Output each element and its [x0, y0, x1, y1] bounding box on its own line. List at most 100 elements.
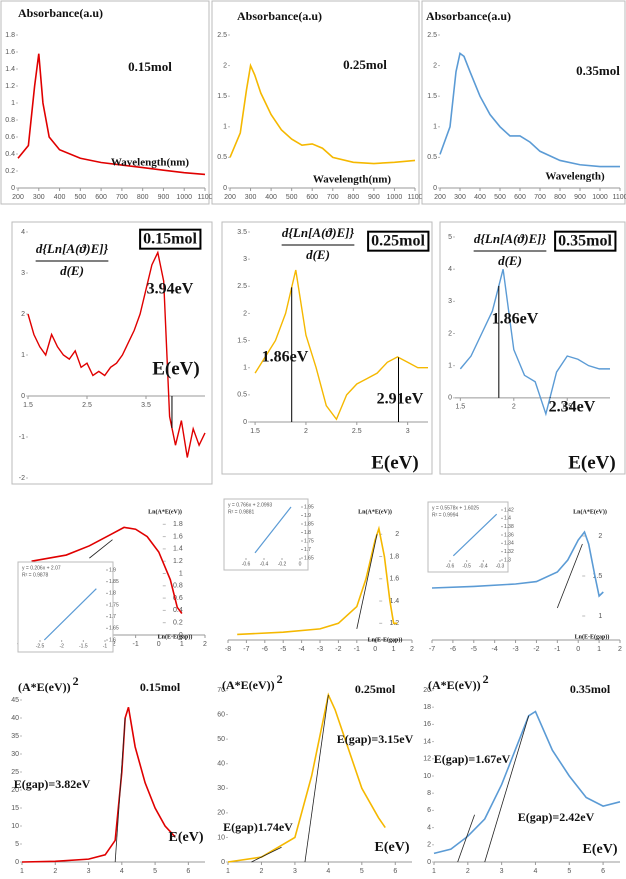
y-tick-label: 0.5: [427, 154, 437, 161]
x-tick-label: 2.5: [562, 404, 572, 411]
inset-y-tick-label: 1.8: [304, 530, 311, 536]
y-tick-label: 1: [223, 124, 227, 131]
data-line: [229, 62, 416, 165]
y-tick-label: 1.8: [173, 521, 183, 528]
inset-y-tick-label: 1.85: [304, 521, 314, 527]
x-tick-label: 900: [574, 194, 586, 201]
annotation: 0.15mol: [143, 231, 197, 248]
x-axis-label: Wavelength(nm): [313, 174, 392, 186]
x-tick-label: 800: [554, 194, 566, 201]
y-tick-label: 1.8: [5, 32, 15, 39]
data-line: [27, 250, 206, 458]
data-line: [431, 530, 604, 598]
x-tick-label: -5: [280, 646, 286, 653]
inset-equation: y = 0.5578x + 1.6025: [432, 505, 479, 511]
panel-frame: [0, 0, 210, 205]
y-tick-label: 0: [223, 185, 227, 192]
y-tick-label: 1.6: [173, 533, 183, 540]
y-tick-label: 0.6: [173, 595, 183, 602]
x-tick-label: 5: [567, 868, 571, 875]
y-tick-label: 1.5: [217, 93, 227, 100]
tangent-line: [304, 694, 329, 863]
x-tick-label: 500: [74, 194, 86, 201]
x-tick-label: 700: [534, 194, 546, 201]
y-tick-label: 1.4: [5, 66, 15, 73]
x-tick-label: 900: [158, 194, 170, 201]
y-tick-label: 0.4: [173, 607, 183, 614]
x-tick-label: 2: [203, 641, 207, 648]
x-tick-label: 1100: [612, 194, 626, 201]
y-tick-label: 0: [427, 859, 431, 866]
annotation: E(gap)1.74eV: [223, 820, 293, 834]
x-axis-label: Ln(E-E(gap)): [158, 633, 193, 640]
y-tick-label: 1: [11, 100, 15, 107]
x-tick-label: 5: [153, 868, 157, 875]
y-tick-label: 0: [221, 859, 225, 866]
y-tick-label: 45: [11, 697, 19, 704]
x-tick-label: 200: [434, 194, 446, 201]
x-tick-label: 2.5: [352, 428, 362, 435]
inset-y-tick-label: 1.42: [504, 507, 514, 513]
y-tick-label: 10: [217, 834, 225, 841]
x-tick-label: 800: [137, 194, 149, 201]
y-tick-label: 0: [15, 859, 19, 866]
x-tick-label: -1: [354, 646, 360, 653]
x-tick-label: 700: [116, 194, 128, 201]
y-tick-label: 5: [448, 234, 452, 241]
inset-line: [254, 506, 292, 554]
x-tick-label: 1000: [176, 194, 192, 201]
inset-x-tick-label: -0.6: [242, 561, 251, 567]
x-tick-label: -7: [429, 646, 435, 653]
y-tick-label: 1: [433, 124, 437, 131]
y-axis-label: d{Ln[A(ϑ)E]}: [36, 241, 109, 256]
x-tick-label: -2: [533, 646, 539, 653]
y-tick-label: 1.4: [173, 546, 183, 553]
y-tick-label: -1: [19, 434, 25, 441]
annotation: 0.25mol: [371, 233, 425, 250]
y-axis-label: Ln(A*E(eV)): [573, 508, 607, 515]
x-tick-label: -6: [262, 646, 268, 653]
y-tick-label: 70: [217, 687, 225, 694]
y-tick-label: 1.5: [592, 573, 602, 580]
y-tick-label: 3.5: [237, 229, 247, 236]
annotation: 0.35mol: [576, 63, 620, 78]
y-tick-label: 40: [11, 715, 19, 722]
y-axis-label: Absorbance(a.u): [426, 9, 511, 23]
x-tick-label: 300: [245, 194, 257, 201]
inset-y-tick-label: 1.65: [109, 626, 119, 632]
x-tick-label: 700: [327, 194, 339, 201]
x-axis-label: Wavelength(nm): [111, 157, 190, 169]
x-tick-label: -5: [471, 646, 477, 653]
inset-line: [452, 513, 498, 557]
annotation: E(eV): [583, 842, 618, 857]
y-tick-label: 2: [243, 310, 247, 317]
y-axis-label: Absorbance(a.u): [18, 6, 103, 20]
x-tick-label: 3: [293, 868, 297, 875]
y-tick-label: 0: [243, 419, 247, 426]
y-tick-label: 1: [21, 352, 25, 359]
x-tick-label: 200: [224, 194, 236, 201]
y-tick-label: 2: [433, 62, 437, 69]
y-tick-label: 4: [21, 229, 25, 236]
y-axis-label: d{Ln[A(ϑ)E]}: [282, 225, 355, 240]
y-tick-label: 2: [395, 531, 399, 538]
inset-y-tick-label: 1.75: [304, 538, 314, 544]
data-line: [227, 692, 386, 863]
inset-r-squared: R² = 0.9881: [228, 509, 254, 515]
annotation: 2.34eV: [549, 399, 596, 416]
y-tick-label: 14: [423, 738, 431, 745]
inset-frame: [17, 561, 114, 653]
data-line: [31, 526, 183, 614]
x-axis-label: Ln(E-E(gap)): [575, 633, 610, 640]
x-tick-label: 500: [286, 194, 298, 201]
inset-y-tick-label: 1.38: [504, 524, 514, 530]
inset-equation: y = 0.206x + 2.07: [22, 565, 61, 571]
y-tick-label: 0: [448, 395, 452, 402]
x-tick-label: 600: [514, 194, 526, 201]
annotation: 2.91eV: [377, 391, 424, 408]
y-tick-label: 0.4: [5, 151, 15, 158]
x-tick-label: 1: [226, 868, 230, 875]
inset-y-tick-label: 1.36: [504, 532, 514, 538]
inset-y-tick-label: 1.7: [304, 547, 311, 553]
